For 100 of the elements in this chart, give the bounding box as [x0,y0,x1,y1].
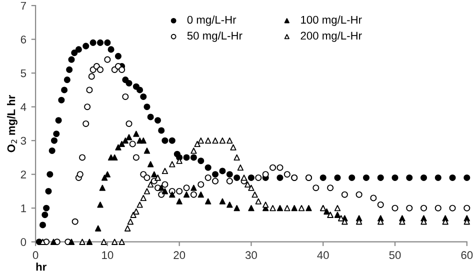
point [124,225,131,232]
point [205,198,212,204]
point [276,205,284,212]
point [392,204,398,212]
point [234,205,240,212]
point [183,192,190,198]
point [464,204,470,212]
x-tick-label: 50 [389,251,401,260]
point [255,198,262,204]
x-tick-label: 30 [245,251,257,260]
point [212,138,218,144]
point [68,238,75,245]
point [162,188,168,194]
point [82,120,90,127]
point [122,138,128,144]
point [327,184,334,192]
point [127,218,134,225]
point [130,212,136,218]
point [169,192,176,198]
point [240,174,248,181]
y-tick-label: 2 [20,170,26,178]
point [284,171,290,178]
point [205,138,212,144]
point [118,66,126,73]
point [144,188,150,194]
point [100,238,107,245]
point [76,171,84,178]
point [226,138,233,144]
point [284,205,290,212]
point [248,184,254,191]
point [194,140,200,148]
point [420,204,428,212]
y-tick-label: 5 [20,69,26,78]
point [126,120,132,127]
x-tick-label: 60 [461,251,473,260]
point [219,198,226,204]
point [132,154,140,161]
point [449,204,456,212]
point [176,198,182,204]
point [162,168,168,174]
x-tick-label: 0 [32,251,38,260]
point [252,192,258,198]
point [136,202,143,208]
point [40,238,46,245]
point [190,184,197,191]
point [144,174,150,181]
legend-label: 0 mg/L-Hr [187,16,236,26]
point [88,73,95,80]
x-tick-label: 20 [174,251,186,260]
point [234,154,240,161]
y-tick-label: 3 [20,136,26,145]
point [237,164,244,171]
x-axis-title: hr [36,262,46,271]
point [133,130,140,137]
point [262,202,269,208]
point [190,148,197,154]
point [50,238,57,245]
point [226,202,233,208]
point [84,104,91,110]
point [147,161,154,168]
point [140,194,146,202]
point [147,181,154,188]
point [204,174,212,181]
point [219,138,226,144]
point [324,208,330,215]
point [95,225,102,232]
point [126,134,132,140]
point [118,140,125,148]
point [140,138,146,144]
y-tick-label: 0 [20,238,26,246]
point [129,140,136,148]
legend-label: 100 mg/L-Hr [301,16,362,26]
point [158,184,164,191]
point [198,192,204,198]
point [334,205,341,212]
x-tick-label: 40 [317,251,329,260]
y-tick-label: 1 [21,204,26,212]
point [99,184,106,191]
point [230,144,236,150]
point [104,171,111,178]
point [162,181,168,188]
point [190,191,197,198]
point [115,144,122,150]
point [291,205,298,212]
point [334,212,341,218]
point [79,154,86,161]
point [244,181,251,188]
point [96,66,104,73]
point [176,188,183,194]
point [72,218,78,225]
point [270,164,276,171]
point [198,181,204,188]
point [248,205,254,212]
point [118,238,125,245]
point [226,178,233,184]
point [255,174,262,181]
point [97,202,104,208]
point [298,205,305,212]
point [112,238,118,245]
point [79,238,86,245]
